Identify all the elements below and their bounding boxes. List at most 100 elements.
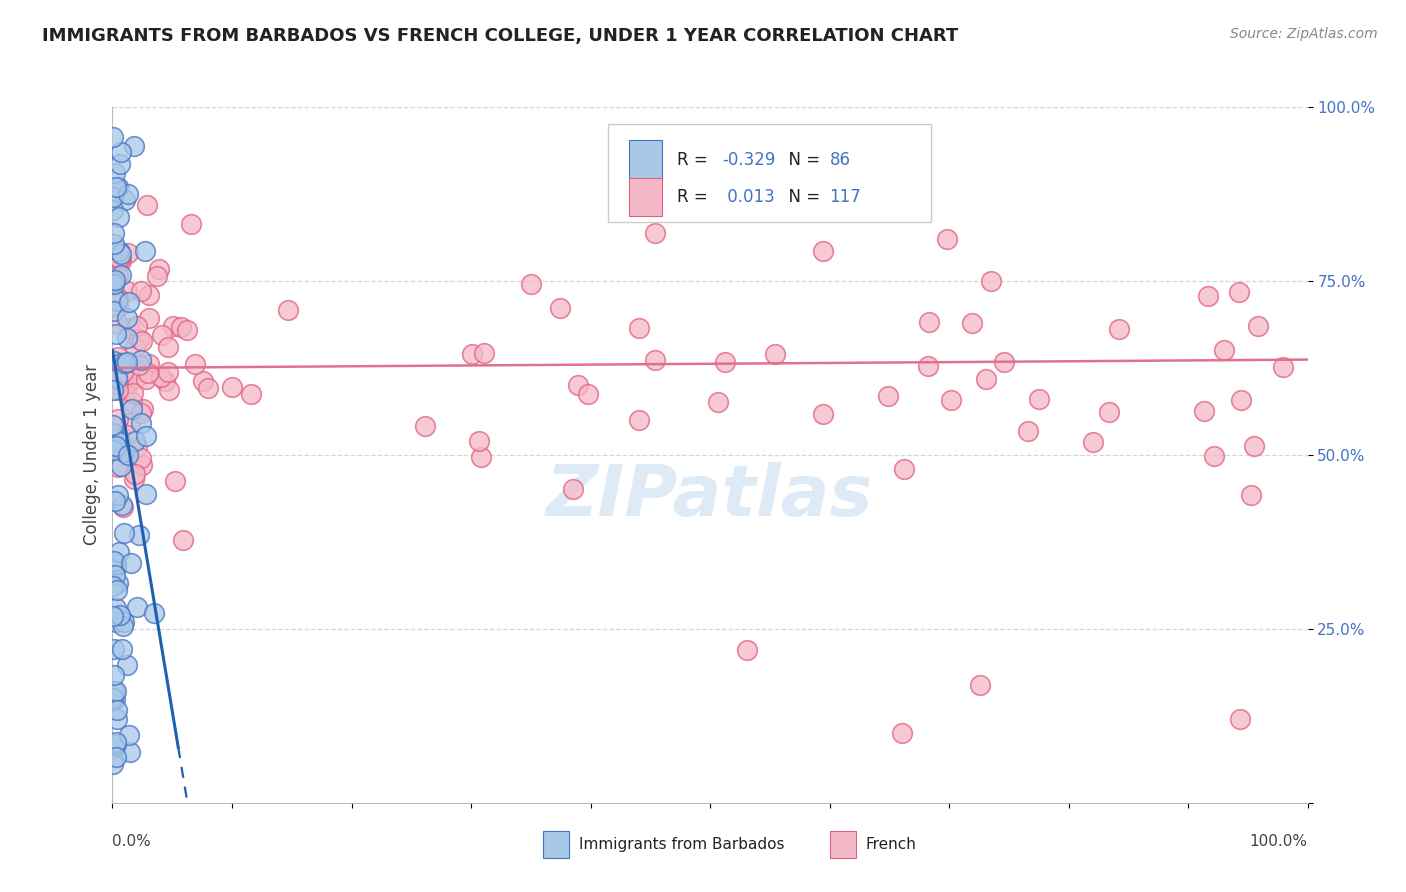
Point bbox=[877, 389, 900, 403]
Point bbox=[467, 434, 489, 449]
Point bbox=[108, 210, 131, 224]
Point bbox=[118, 745, 141, 759]
Point bbox=[110, 145, 132, 159]
Point bbox=[117, 187, 139, 202]
Point bbox=[150, 327, 173, 342]
Point bbox=[107, 292, 129, 306]
FancyBboxPatch shape bbox=[609, 124, 931, 222]
Point bbox=[763, 347, 786, 361]
Point bbox=[128, 332, 150, 346]
Point bbox=[221, 380, 243, 394]
Point bbox=[107, 383, 129, 397]
Point bbox=[108, 252, 131, 266]
Point bbox=[644, 226, 666, 240]
Point bbox=[104, 493, 127, 508]
Point bbox=[162, 318, 184, 333]
Point bbox=[163, 474, 186, 488]
Point bbox=[114, 356, 136, 370]
Point bbox=[1229, 712, 1251, 726]
Point bbox=[108, 435, 131, 450]
Point bbox=[110, 355, 132, 369]
Point bbox=[644, 352, 666, 367]
Point bbox=[134, 244, 156, 259]
Point bbox=[1243, 439, 1265, 453]
Point bbox=[107, 575, 129, 590]
Point bbox=[103, 130, 125, 145]
Point bbox=[980, 274, 1002, 288]
Point bbox=[1017, 424, 1039, 438]
Point bbox=[107, 376, 129, 391]
Point bbox=[112, 615, 135, 629]
Point bbox=[470, 450, 492, 464]
Point bbox=[107, 180, 129, 194]
Point bbox=[128, 358, 150, 372]
Text: Immigrants from Barbados: Immigrants from Barbados bbox=[579, 837, 785, 852]
Point bbox=[115, 311, 138, 326]
Point bbox=[112, 500, 135, 514]
Point bbox=[108, 251, 131, 265]
Point bbox=[104, 559, 127, 574]
Point bbox=[1212, 343, 1234, 357]
Point bbox=[107, 488, 129, 502]
Point bbox=[936, 232, 959, 246]
Text: 86: 86 bbox=[830, 151, 851, 169]
Text: N =: N = bbox=[778, 188, 825, 206]
Point bbox=[103, 684, 125, 698]
Point bbox=[114, 193, 136, 207]
Point bbox=[105, 293, 128, 308]
Point bbox=[103, 740, 125, 755]
Point bbox=[138, 357, 160, 371]
Y-axis label: College, Under 1 year: College, Under 1 year bbox=[83, 364, 101, 546]
Point bbox=[153, 374, 176, 388]
Point bbox=[107, 351, 129, 365]
Point bbox=[735, 642, 758, 657]
Point bbox=[103, 641, 125, 656]
Point bbox=[918, 315, 941, 329]
Point bbox=[129, 451, 152, 466]
Point bbox=[101, 274, 124, 288]
Point bbox=[138, 311, 160, 326]
Point bbox=[115, 285, 138, 299]
Point bbox=[124, 467, 146, 482]
Point bbox=[125, 599, 148, 614]
Point bbox=[122, 361, 145, 376]
Point bbox=[1081, 435, 1104, 450]
Point bbox=[969, 677, 991, 691]
Text: -0.329: -0.329 bbox=[723, 151, 775, 169]
Point bbox=[550, 301, 572, 315]
Point bbox=[110, 268, 132, 282]
Point bbox=[124, 434, 146, 448]
Point bbox=[136, 366, 159, 380]
Point bbox=[813, 408, 835, 422]
Point bbox=[104, 179, 127, 194]
Point bbox=[115, 384, 138, 398]
Point bbox=[277, 302, 299, 317]
Point bbox=[127, 440, 149, 454]
Point bbox=[1108, 321, 1130, 335]
Point bbox=[1227, 285, 1250, 300]
Point bbox=[145, 268, 167, 283]
FancyBboxPatch shape bbox=[628, 178, 662, 216]
Point bbox=[101, 608, 124, 623]
Point bbox=[107, 317, 129, 331]
Point bbox=[104, 439, 127, 453]
Point bbox=[110, 499, 132, 513]
Point bbox=[567, 378, 589, 392]
Point bbox=[105, 327, 128, 342]
Point bbox=[122, 386, 145, 401]
Point bbox=[156, 365, 179, 379]
Point bbox=[101, 203, 124, 218]
Point bbox=[115, 331, 138, 345]
Point bbox=[115, 355, 138, 369]
Point bbox=[108, 607, 131, 622]
Point bbox=[108, 244, 131, 258]
Text: ZIPatlas: ZIPatlas bbox=[547, 462, 873, 531]
Point bbox=[112, 445, 135, 459]
Point bbox=[121, 394, 143, 409]
Point bbox=[103, 304, 125, 318]
Point bbox=[135, 372, 157, 386]
Point bbox=[138, 288, 160, 302]
Point bbox=[105, 738, 128, 752]
Point bbox=[122, 472, 145, 486]
Point bbox=[108, 157, 131, 171]
